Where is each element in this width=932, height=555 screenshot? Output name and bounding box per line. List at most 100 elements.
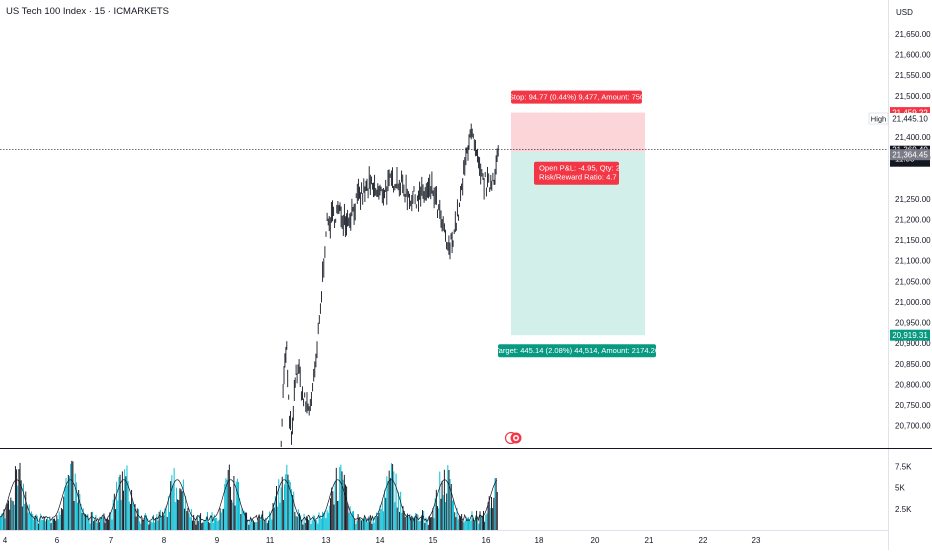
volume-bar bbox=[234, 505, 236, 530]
volume-bar bbox=[366, 522, 368, 530]
volume-tick-label: 5K bbox=[895, 484, 905, 493]
volume-bar bbox=[393, 471, 395, 530]
volume-bar bbox=[126, 465, 128, 530]
volume-bar bbox=[97, 520, 99, 530]
volume-bar bbox=[262, 510, 264, 530]
volume-bar bbox=[225, 478, 227, 530]
volume-bar bbox=[9, 509, 11, 530]
symbol-title: US Tech 100 Index · 15 · ICMARKETS bbox=[6, 6, 169, 17]
volume-bar bbox=[120, 500, 122, 530]
volume-bar bbox=[32, 513, 34, 530]
volume-bar bbox=[397, 491, 399, 530]
volume-bar bbox=[136, 508, 138, 530]
volume-bar bbox=[161, 516, 162, 530]
volume-bar bbox=[69, 476, 70, 530]
volume-bar bbox=[135, 516, 137, 530]
volume-bar bbox=[441, 481, 443, 530]
time-tick-label: 9 bbox=[215, 536, 220, 545]
volume-bar bbox=[216, 517, 218, 530]
target-label-box[interactable]: Target: 445.14 (2.08%) 44,514, Amount: 2… bbox=[495, 344, 659, 358]
volume-bar bbox=[427, 524, 429, 530]
volume-bar bbox=[359, 518, 361, 530]
time-tick-label: 7 bbox=[109, 536, 114, 545]
volume-bar bbox=[105, 518, 107, 530]
volume-bar bbox=[293, 491, 295, 530]
volume-bar bbox=[180, 489, 182, 530]
volume-bar bbox=[175, 487, 177, 530]
volume-bar bbox=[131, 489, 133, 530]
volume-bar bbox=[106, 518, 108, 530]
volume-bar bbox=[181, 491, 183, 530]
volume-bar bbox=[422, 510, 423, 530]
volume-bar bbox=[412, 517, 414, 530]
volume-bar bbox=[54, 518, 55, 530]
volume-bar bbox=[62, 509, 64, 530]
price-tick-label: 20,850.00 bbox=[895, 360, 931, 369]
stop-label: Stop: 94.77 (0.44%) 9,477, Amount: 750 bbox=[509, 93, 645, 102]
volume-bar bbox=[472, 518, 474, 530]
volume-bar bbox=[154, 522, 156, 530]
volume-bar bbox=[80, 503, 82, 530]
volume-bar bbox=[470, 520, 472, 530]
volume-bar bbox=[125, 476, 127, 530]
volume-bar bbox=[431, 517, 433, 530]
volume-bar bbox=[280, 487, 282, 530]
volume-bar bbox=[395, 473, 397, 530]
volume-bar bbox=[52, 518, 54, 530]
volume-bar bbox=[416, 513, 418, 530]
volume-bar bbox=[278, 479, 280, 530]
volume-bar bbox=[98, 522, 100, 530]
volume-bar bbox=[438, 508, 440, 530]
volume-bar bbox=[71, 460, 73, 530]
volume-bar bbox=[211, 512, 213, 530]
volume-bar bbox=[420, 516, 422, 530]
volume-bar bbox=[320, 518, 322, 530]
time-axis[interactable]: 4 6 7 8 9 11 13 14 15 16 18 20 21 22 23 bbox=[3, 536, 761, 545]
volume-bar bbox=[493, 497, 495, 530]
volume-bar bbox=[25, 491, 27, 530]
volume-bar bbox=[59, 514, 61, 530]
volume-bar bbox=[132, 500, 134, 530]
open-pnl-box[interactable]: Open P&L: -4.95, Qty: 2 Risk/Reward Rati… bbox=[534, 161, 620, 185]
volume-bar bbox=[394, 502, 396, 530]
economic-event-icon[interactable] bbox=[504, 431, 522, 445]
volume-bar bbox=[338, 500, 340, 530]
open-pnl-label: Open P&L: -4.95, Qty: 2 bbox=[539, 164, 620, 173]
volume-bar bbox=[186, 511, 188, 530]
volume-bar bbox=[350, 515, 352, 530]
volume-bar bbox=[377, 516, 379, 530]
volume-bar bbox=[296, 516, 298, 530]
volume-bar bbox=[447, 465, 449, 530]
volume-bar bbox=[95, 515, 97, 530]
volume-bar bbox=[42, 519, 44, 530]
volume-bar bbox=[318, 512, 320, 530]
volume-bar bbox=[19, 462, 21, 530]
volume-bar bbox=[5, 504, 7, 530]
time-tick-label: 11 bbox=[266, 536, 275, 545]
volume-bar bbox=[215, 518, 216, 530]
volume-bar bbox=[212, 522, 214, 530]
volume-bar bbox=[34, 516, 36, 530]
volume-bar bbox=[356, 520, 358, 530]
volume-bar bbox=[60, 508, 62, 530]
volume-bar bbox=[149, 521, 151, 530]
volume-bar bbox=[109, 512, 111, 530]
stop-label-box[interactable]: Stop: 94.77 (0.44%) 9,477, Amount: 750 bbox=[509, 90, 645, 104]
volume-bar bbox=[358, 517, 360, 530]
price-axis[interactable]: 21,650.00 21,600.00 21,550.00 21,500.00 21,4… bbox=[895, 30, 931, 431]
volume-bar bbox=[425, 517, 427, 530]
price-series bbox=[280, 123, 499, 447]
volume-bar bbox=[259, 519, 261, 530]
volume-bar bbox=[90, 512, 92, 530]
volume-bar bbox=[23, 483, 24, 530]
volume-bar bbox=[203, 520, 205, 530]
volume-bar bbox=[364, 517, 366, 530]
volume-bar bbox=[408, 516, 410, 530]
volume-bar bbox=[133, 505, 135, 530]
volume-bar bbox=[3, 509, 5, 530]
stop-loss-zone[interactable] bbox=[511, 112, 645, 152]
volume-bar bbox=[265, 518, 267, 530]
volume-bar bbox=[108, 519, 110, 530]
volume-bar bbox=[402, 506, 404, 530]
